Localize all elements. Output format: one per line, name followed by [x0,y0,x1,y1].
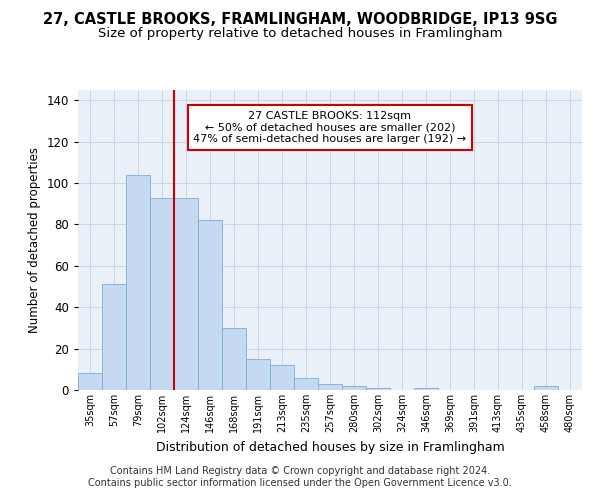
Y-axis label: Number of detached properties: Number of detached properties [28,147,41,333]
Bar [150,198,174,390]
Bar [318,384,342,390]
Bar [366,388,390,390]
Text: 27, CASTLE BROOKS, FRAMLINGHAM, WOODBRIDGE, IP13 9SG: 27, CASTLE BROOKS, FRAMLINGHAM, WOODBRID… [43,12,557,28]
Bar [174,198,198,390]
Bar [126,175,150,390]
Bar [246,359,270,390]
Text: Size of property relative to detached houses in Framlingham: Size of property relative to detached ho… [98,28,502,40]
Text: Contains HM Land Registry data © Crown copyright and database right 2024.
Contai: Contains HM Land Registry data © Crown c… [88,466,512,487]
Bar [102,284,126,390]
Bar [270,365,294,390]
Text: 27 CASTLE BROOKS: 112sqm
← 50% of detached houses are smaller (202)
47% of semi-: 27 CASTLE BROOKS: 112sqm ← 50% of detach… [193,111,467,144]
Bar [534,386,558,390]
Bar [222,328,246,390]
Bar [78,374,102,390]
Bar [342,386,366,390]
X-axis label: Distribution of detached houses by size in Framlingham: Distribution of detached houses by size … [155,440,505,454]
Bar [198,220,222,390]
Bar [294,378,318,390]
Bar [414,388,438,390]
